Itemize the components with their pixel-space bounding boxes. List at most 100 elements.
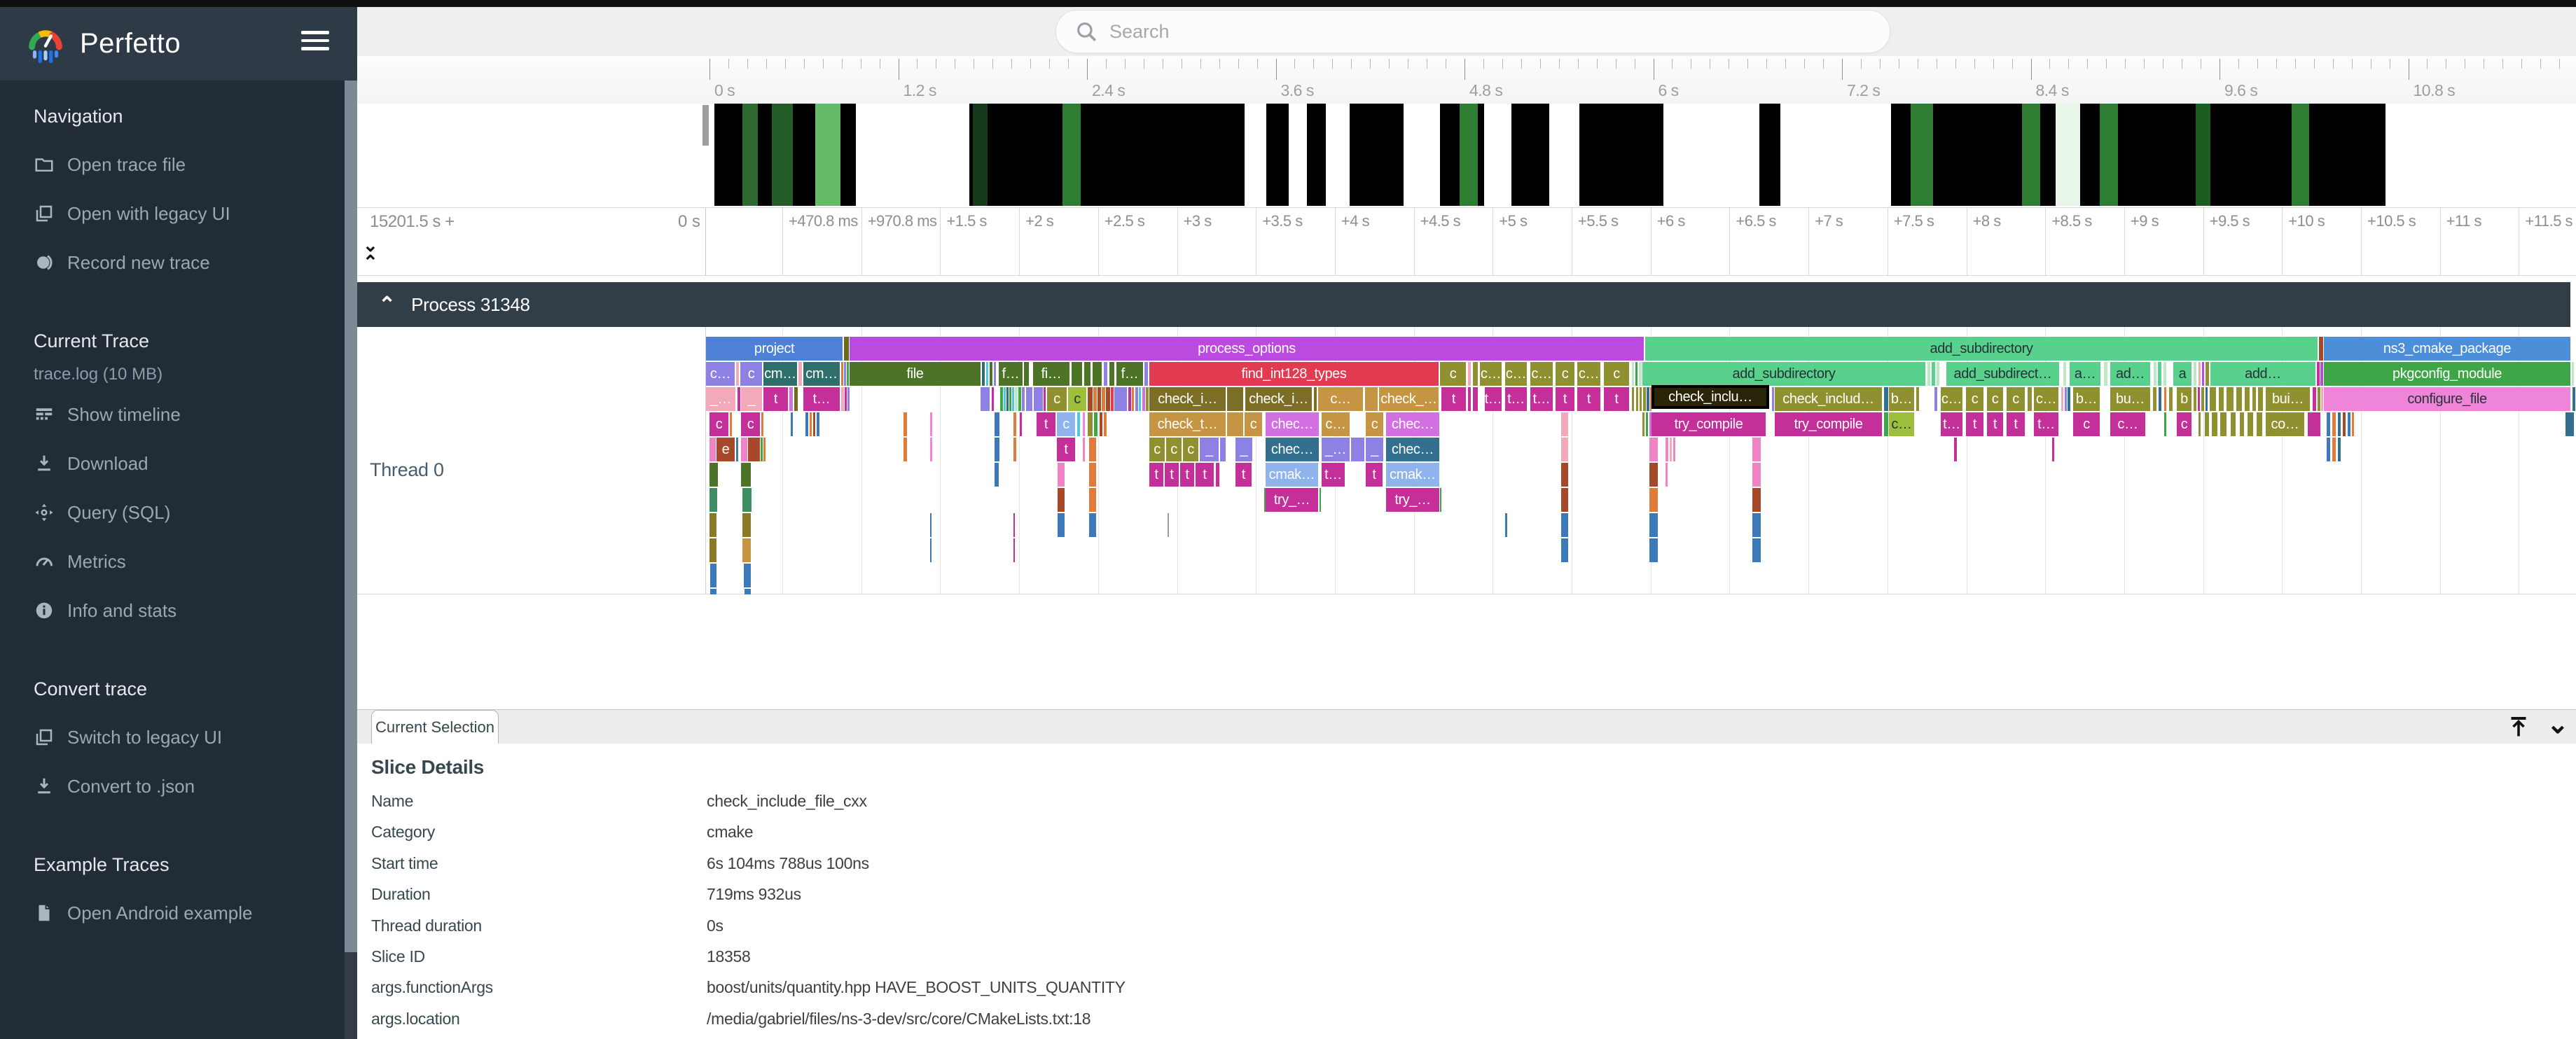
slice-b[interactable]: b (2177, 387, 2191, 411)
sidebar-item-metrics[interactable]: Metrics (0, 537, 345, 586)
slice[interactable] (1649, 513, 1658, 537)
slice[interactable] (1561, 463, 1568, 487)
slice[interactable] (847, 362, 849, 386)
slice-cmak[interactable]: cmak… (1266, 463, 1318, 487)
slice[interactable] (1227, 412, 1243, 436)
slice-co[interactable]: co… (2266, 412, 2304, 436)
slice[interactable] (1013, 438, 1016, 461)
slice[interactable] (2318, 387, 2320, 411)
slice-[interactable]: _… (1322, 438, 1350, 461)
slice-c[interactable]: c (2007, 387, 2025, 411)
slice[interactable] (1100, 412, 1102, 436)
slice[interactable] (1505, 513, 1507, 537)
slice-c[interactable]: c (1966, 387, 1983, 411)
slice[interactable] (1006, 387, 1009, 411)
slice[interactable] (1916, 387, 1919, 411)
slice[interactable] (930, 538, 932, 562)
slice[interactable] (1649, 538, 1658, 562)
slice[interactable] (1649, 463, 1658, 487)
slice[interactable] (1227, 387, 1243, 411)
slice[interactable] (1020, 412, 1022, 436)
slice[interactable] (2338, 412, 2341, 436)
slice[interactable] (2061, 387, 2063, 411)
slice[interactable] (995, 438, 999, 461)
slice[interactable] (2572, 362, 2574, 386)
slice[interactable] (841, 362, 843, 386)
slice[interactable] (1013, 412, 1016, 436)
slice[interactable] (1635, 362, 1637, 386)
slice[interactable] (1004, 387, 1006, 411)
slice[interactable] (1666, 438, 1668, 461)
slice[interactable] (2313, 387, 2316, 411)
slice[interactable] (1094, 412, 1097, 436)
slice[interactable] (2198, 362, 2201, 386)
slice[interactable] (1044, 387, 1046, 411)
slice-c[interactable]: c… (2034, 387, 2058, 411)
slice[interactable] (2252, 387, 2256, 411)
slice[interactable] (745, 589, 751, 594)
slice-fi[interactable]: fi… (1033, 362, 1069, 386)
slice[interactable] (2154, 362, 2156, 386)
slice[interactable] (995, 412, 999, 436)
slice[interactable] (1089, 513, 1096, 537)
slice-bui[interactable]: bui… (2266, 387, 2310, 411)
slice-file[interactable]: file (850, 362, 981, 386)
slice[interactable] (813, 412, 815, 436)
slice[interactable] (1752, 513, 1761, 537)
slice[interactable] (990, 362, 992, 386)
slice[interactable] (930, 412, 932, 436)
slice[interactable] (992, 387, 994, 411)
slice[interactable] (1058, 513, 1065, 537)
timeline-ruler[interactable] (357, 56, 2576, 104)
slice[interactable] (841, 387, 844, 411)
slice[interactable] (1012, 387, 1014, 411)
slice[interactable] (845, 387, 847, 411)
slice[interactable] (1109, 362, 1114, 386)
slice-t[interactable]: t (1149, 463, 1163, 487)
sidebar-item-switch-to-legacy-ui[interactable]: Switch to legacy UI (0, 713, 345, 762)
slice-trycompile[interactable]: try_compile (1651, 412, 1766, 436)
slice[interactable] (709, 488, 717, 512)
slice[interactable] (741, 463, 751, 487)
slice-c[interactable]: c (1556, 362, 1574, 386)
slice-check[interactable]: check_… (1379, 387, 1439, 411)
slice[interactable] (2231, 412, 2236, 436)
slice[interactable] (2194, 387, 2196, 411)
slice-c[interactable]: c… (1941, 387, 1962, 411)
slice[interactable] (1132, 387, 1134, 411)
slice-chec[interactable]: chec… (1266, 412, 1319, 436)
slice-t[interactable]: t (1180, 463, 1194, 487)
slice-trycompile[interactable]: try_compile (1775, 412, 1882, 436)
slice[interactable] (2028, 387, 2032, 411)
slice[interactable] (1932, 362, 1935, 386)
slice-findint128types[interactable]: find_int128_types (1149, 362, 1439, 386)
slice[interactable] (2063, 362, 2066, 386)
slice[interactable] (2163, 362, 2166, 386)
slice[interactable] (1468, 362, 1471, 386)
slice-chec[interactable]: chec… (1266, 438, 1319, 461)
slice-project[interactable]: project (706, 337, 843, 361)
slice-a[interactable]: a… (2070, 362, 2100, 386)
slice[interactable] (2198, 387, 2200, 411)
slice[interactable] (1144, 362, 1148, 386)
slice[interactable] (2348, 412, 2350, 436)
slice[interactable] (742, 538, 751, 562)
slice[interactable] (995, 463, 999, 487)
slice[interactable] (930, 438, 932, 461)
pan-expand-control[interactable]: ⌄ ⌃ (363, 236, 378, 271)
slice[interactable] (2257, 412, 2262, 436)
slice-t[interactable]: t (2007, 412, 2025, 436)
slice[interactable] (2352, 412, 2354, 436)
slice-t[interactable]: t (1165, 463, 1179, 487)
slice[interactable] (2572, 387, 2575, 411)
search-input[interactable] (1108, 20, 1811, 43)
slice[interactable] (1083, 412, 1085, 436)
slice[interactable] (2308, 412, 2320, 436)
slice[interactable] (1473, 387, 1478, 411)
slice[interactable] (1093, 387, 1097, 411)
slice[interactable] (1351, 438, 1364, 461)
slice-b[interactable]: b… (1889, 387, 1914, 411)
slice[interactable] (1058, 488, 1065, 512)
slice[interactable] (1650, 387, 1651, 411)
slice[interactable] (981, 387, 990, 411)
